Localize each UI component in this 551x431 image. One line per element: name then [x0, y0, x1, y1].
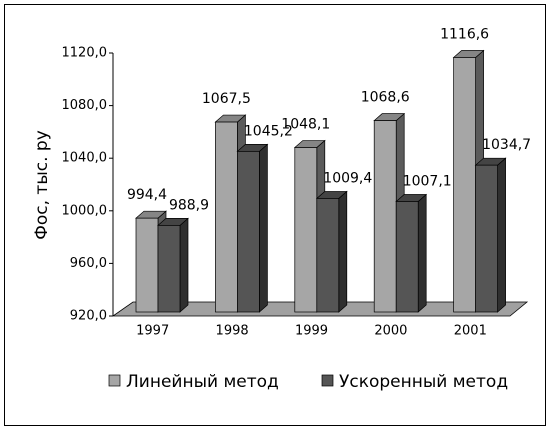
bar — [373, 120, 397, 313]
value-label: 1045,2 — [244, 123, 293, 139]
value-label: 994,4 — [127, 187, 167, 203]
legend-swatch — [321, 374, 334, 387]
x-tick-label: 1997 — [136, 324, 169, 339]
legend-swatch — [108, 374, 121, 387]
value-label: 1116,6 — [440, 26, 489, 42]
bar — [135, 217, 159, 313]
bar — [395, 201, 419, 313]
y-tick-label: 1120,0 — [62, 46, 108, 61]
x-tick-label: 2001 — [454, 324, 487, 339]
value-label: 1034,7 — [482, 137, 531, 153]
x-tick-label: 2000 — [374, 324, 407, 339]
value-label: 1048,1 — [281, 117, 330, 133]
bar — [157, 225, 181, 313]
bar — [237, 151, 260, 313]
value-label: 1009,4 — [323, 170, 372, 186]
legend-label: Ускоренный метод — [339, 372, 508, 392]
bar-side — [497, 157, 506, 313]
bar-side — [259, 143, 268, 313]
bar-side — [179, 217, 189, 313]
bar — [316, 198, 340, 313]
bar — [215, 121, 238, 313]
y-axis-title: Фос, тыс. ру — [32, 130, 52, 240]
legend-label: Линейный метод — [126, 372, 279, 392]
value-label: 1067,5 — [202, 91, 251, 107]
value-label: 1007,1 — [403, 173, 452, 189]
bar-side — [338, 190, 348, 313]
y-tick-label: 1000,0 — [62, 203, 108, 218]
bar — [294, 147, 318, 313]
y-tick-label: 1040,0 — [62, 151, 108, 166]
x-tick-label: 1998 — [216, 324, 249, 339]
x-tick-label: 1999 — [295, 324, 328, 339]
bar — [475, 164, 498, 313]
y-tick-label: 1080,0 — [62, 98, 108, 113]
value-label: 1068,6 — [361, 90, 410, 106]
y-tick-label: 960,0 — [70, 256, 107, 271]
value-label: 988,9 — [169, 197, 209, 213]
bar — [453, 57, 476, 313]
y-tick-label: 920,0 — [70, 309, 107, 324]
bar-side — [417, 193, 427, 313]
